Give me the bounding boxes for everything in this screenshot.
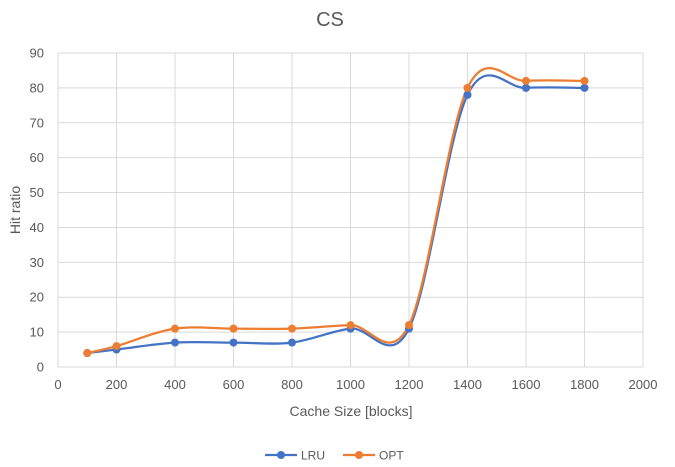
y-tick-label: 80 xyxy=(30,80,44,95)
x-tick-label: 800 xyxy=(281,377,303,392)
data-point-opt xyxy=(580,76,589,85)
gridlines xyxy=(57,52,644,368)
chart-title: CS xyxy=(316,9,344,31)
series-line-lru xyxy=(86,74,586,355)
y-tick-label: 0 xyxy=(37,360,44,375)
legend-marker-opt xyxy=(355,451,363,459)
y-tick-label: 40 xyxy=(30,220,44,235)
x-tick-label: 0 xyxy=(54,377,61,392)
x-tick-label: 400 xyxy=(164,377,186,392)
y-tick-label: 30 xyxy=(30,255,44,270)
data-point-opt xyxy=(346,321,355,330)
x-tick-label: 1200 xyxy=(395,377,424,392)
x-tick-label: 200 xyxy=(106,377,128,392)
legend-label-opt: OPT xyxy=(379,449,404,463)
y-tick-label: 50 xyxy=(30,185,44,200)
y-tick-label: 20 xyxy=(30,290,44,305)
x-axis-ticks: 0 200 400 600 800 1000 1200 1400 1600 1800 2000 xyxy=(54,377,657,392)
x-tick-label: 1400 xyxy=(453,377,482,392)
data-point-opt xyxy=(288,324,296,333)
y-tick-label: 90 xyxy=(30,46,44,61)
data-point-lru xyxy=(171,338,179,347)
y-axis-ticks: 0 10 20 30 40 50 60 70 80 90 xyxy=(30,46,44,375)
x-tick-label: 1800 xyxy=(570,377,599,392)
legend-label-lru: LRU xyxy=(301,449,325,463)
x-tick-label: 2000 xyxy=(629,377,658,392)
series-markers xyxy=(83,76,589,358)
data-point-lru xyxy=(463,90,472,99)
series-line-opt xyxy=(86,66,586,355)
y-tick-label: 60 xyxy=(30,150,44,165)
y-tick-label: 70 xyxy=(30,115,44,130)
x-tick-label: 1000 xyxy=(336,377,365,392)
legend-marker-lru xyxy=(277,451,285,459)
data-point-opt xyxy=(463,83,472,92)
data-point-opt xyxy=(83,349,92,358)
data-point-opt xyxy=(405,321,413,330)
x-tick-label: 1600 xyxy=(512,377,541,392)
data-point-opt xyxy=(171,324,179,333)
legend: LRU OPT xyxy=(265,449,404,463)
data-point-opt xyxy=(522,76,530,85)
data-point-opt xyxy=(112,342,121,351)
data-point-lru xyxy=(522,83,530,92)
data-point-lru xyxy=(288,338,296,347)
x-axis-title: Cache Size [blocks] xyxy=(290,403,413,419)
y-axis-title: Hit ratio xyxy=(7,186,23,234)
x-tick-label: 600 xyxy=(223,377,245,392)
data-point-lru xyxy=(229,338,238,347)
series-lines xyxy=(86,66,586,355)
y-tick-label: 10 xyxy=(30,325,44,340)
data-point-opt xyxy=(229,324,238,333)
data-point-lru xyxy=(580,83,589,92)
